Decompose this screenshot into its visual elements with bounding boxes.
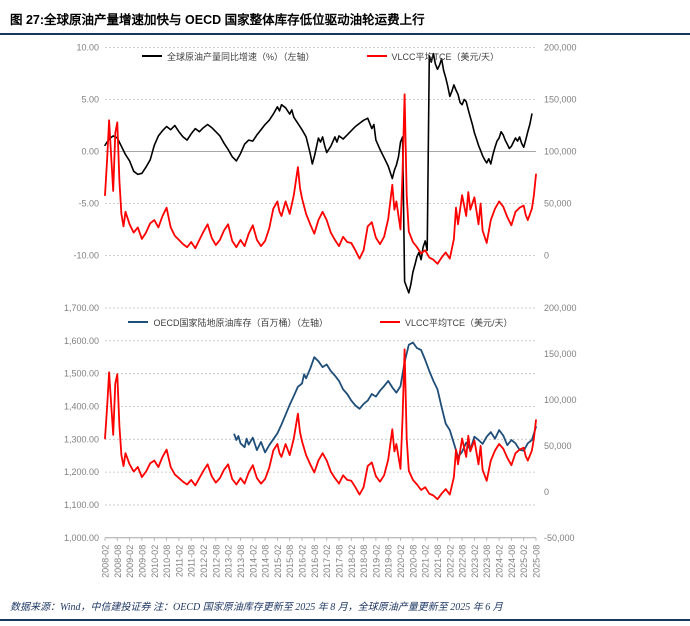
left-axis-tick-label: 1,200.00 <box>64 467 99 477</box>
left-axis-tick-label: 1,600.00 <box>64 336 99 346</box>
left-axis-tick-label: 1,000.00 <box>64 533 99 543</box>
x-axis-tick-label: 2017-08 <box>335 545 345 578</box>
x-axis-tick-label: 2008-08 <box>113 545 123 578</box>
left-axis-tick-label: -10.00 <box>73 251 99 261</box>
x-axis-tick-label: 2018-08 <box>359 545 369 578</box>
right-axis-tick-label: 0 <box>544 251 549 261</box>
x-axis-tick-label: 2013-08 <box>236 545 246 578</box>
legend-label-oecd-inventory: OECD国家陆地原油库存（百万桶）（左轴） <box>153 317 328 328</box>
bottom-divider-line <box>0 619 690 621</box>
right-axis-tick-label: 100,000 <box>544 147 577 157</box>
legend-item-oecd-inventory: OECD国家陆地原油库存（百万桶）（左轴） <box>128 316 328 329</box>
x-axis-tick-label: 2012-08 <box>211 545 221 578</box>
left-axis-tick-label: 0.00 <box>81 147 99 157</box>
x-axis-tick-label: 2014-02 <box>248 545 258 578</box>
x-axis-tick-label: 2019-08 <box>384 545 394 578</box>
left-axis-tick-label: 10.00 <box>76 43 99 53</box>
left-axis-tick-label: 1,500.00 <box>64 369 99 379</box>
left-axis-tick-label: 1,300.00 <box>64 434 99 444</box>
x-axis-tick-label: 2012-02 <box>199 545 209 578</box>
left-axis-tick-label: -5.00 <box>78 199 99 209</box>
x-axis-tick-label: 2024-02 <box>495 545 505 578</box>
x-axis-tick-label: 2013-02 <box>224 545 234 578</box>
x-axis-tick-label: 2015-02 <box>273 545 283 578</box>
left-axis-tick-label: 5.00 <box>81 95 99 105</box>
right-axis-tick-label: 150,000 <box>544 95 577 105</box>
right-axis-tick-label: 200,000 <box>544 43 577 53</box>
x-axis-tick-label: 2016-02 <box>298 545 308 578</box>
series-line-right <box>104 348 537 501</box>
inventory-vs-vlcc-chart: 1,700.00 1,600.00 1,500.00 1,400.00 1,300.00… <box>64 304 577 578</box>
right-axis-tick-label: 100,000 <box>544 395 577 405</box>
legend-label-production: 全球原油产量同比增速（%）（左轴） <box>166 51 315 62</box>
legend-label-vlcc-bottom: VLCC平均TCE（美元/天） <box>405 317 513 328</box>
x-axis-tick-label: 2020-08 <box>408 545 418 578</box>
red-line-swatch-top <box>366 55 387 57</box>
x-axis-tick-label: 2023-08 <box>482 545 492 578</box>
series-line-left <box>233 341 537 458</box>
left-axis-tick-label: 1,400.00 <box>64 402 99 412</box>
legend-bottom-chart: OECD国家陆地原油库存（百万桶）（左轴） VLCC平均TCE（美元/天） <box>105 315 536 329</box>
series-line-right <box>104 93 537 265</box>
x-axis-tick-label: 2017-02 <box>322 545 332 578</box>
x-axis-tick-label: 2010-02 <box>150 545 160 578</box>
production-vs-vlcc-chart: 10.00 5.00 0.00 -5.00 -10.00 200,000 150,000 10… <box>73 43 577 294</box>
figure-title: 图 27:全球原油产量增速加快与 OECD 国家整体库存低位驱动油轮运费上行 <box>10 13 425 27</box>
x-axis-tick-label: 2022-02 <box>445 545 455 578</box>
legend-label-vlcc-top: VLCC平均TCE（美元/天） <box>391 51 500 62</box>
right-axis-tick-label: 0 <box>544 487 549 497</box>
x-axis-tick-label: 2019-02 <box>371 545 381 578</box>
right-axis-tick-label: 50,000 <box>544 199 572 209</box>
red-line-swatch-bottom <box>380 321 400 323</box>
x-axis-tick-label: 2010-08 <box>162 545 172 578</box>
x-axis-tick-label: 2021-02 <box>421 545 431 578</box>
x-axis-tick-label: 2011-02 <box>174 545 184 577</box>
x-axis-tick-label: 2008-02 <box>101 545 111 578</box>
series-line-left <box>104 52 533 294</box>
x-axis-tick-label: 2024-08 <box>507 545 517 578</box>
right-axis-tick-label: 200,000 <box>544 304 577 313</box>
title-divider-line <box>0 33 690 35</box>
legend-item-vlcc-bottom: VLCC平均TCE（美元/天） <box>380 316 513 329</box>
x-axis-tick-label: 2016-08 <box>310 545 320 578</box>
black-line-swatch <box>141 55 162 57</box>
x-axis-tick-label: 2011-08 <box>187 545 197 577</box>
right-axis-tick-label: -50,000 <box>544 533 575 543</box>
x-axis-tick-label: 2009-02 <box>125 545 135 578</box>
x-axis-tick-label: 2009-08 <box>137 545 147 578</box>
right-axis-tick-label: 50,000 <box>544 441 572 451</box>
x-axis-tick-label: 2014-08 <box>261 545 271 578</box>
x-axis-tick-label: 2022-08 <box>458 545 468 578</box>
x-axis-tick-label: 2021-08 <box>433 545 443 578</box>
legend-item-production: 全球原油产量同比增速（%）（左轴） <box>141 50 315 63</box>
legend-top-chart: 全球原油产量同比增速（%）（左轴） VLCC平均TCE（美元/天） <box>105 49 536 63</box>
legend-item-vlcc-top: VLCC平均TCE（美元/天） <box>366 50 500 63</box>
x-axis-tick-label: 2018-02 <box>347 545 357 578</box>
data-source-note: 数据来源：Wind，中信建投证券 注：OECD 国家原油库存更新至 2025 年… <box>10 602 503 613</box>
x-axis-tick-label: 2025-02 <box>519 545 529 578</box>
x-axis-tick-label: 2020-02 <box>396 545 406 578</box>
right-axis-tick-label: 150,000 <box>544 349 577 359</box>
x-axis-tick-label: 2015-08 <box>285 545 295 578</box>
left-axis-tick-label: 1,100.00 <box>64 500 99 510</box>
left-axis-tick-label: 1,700.00 <box>64 304 99 313</box>
blue-line-swatch <box>128 321 149 323</box>
x-axis-tick-label: 2023-02 <box>470 545 480 578</box>
x-axis-tick-label: 2025-08 <box>532 545 542 578</box>
